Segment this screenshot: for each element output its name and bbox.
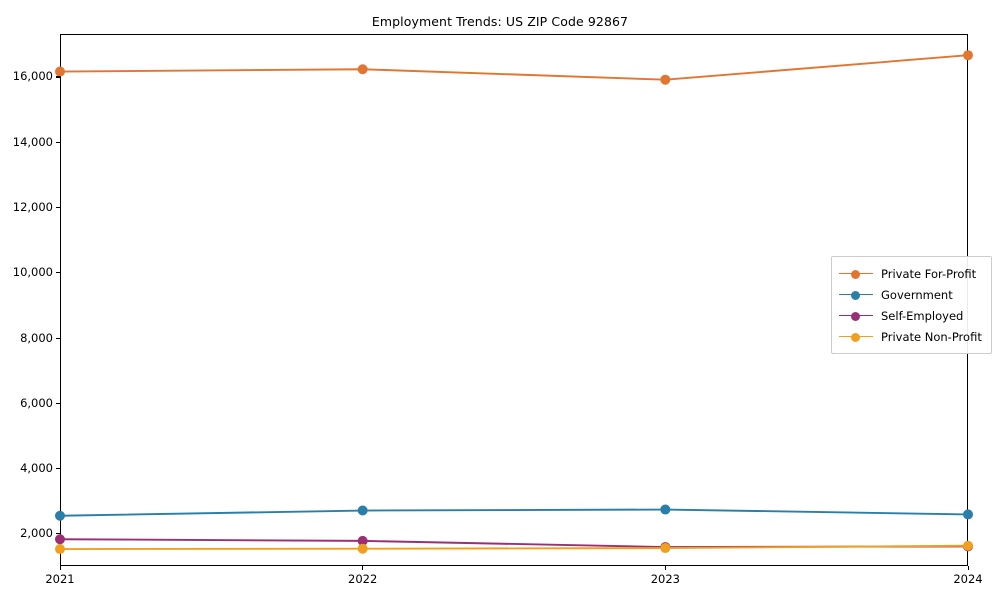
legend-item[interactable]: Private Non-Profit xyxy=(839,326,982,347)
y-tick-mark xyxy=(56,402,60,404)
series-government xyxy=(55,504,973,521)
chart-title: Employment Trends: US ZIP Code 92867 xyxy=(371,14,629,29)
y-tick-mark xyxy=(56,76,60,78)
legend-item-label: Self-Employed xyxy=(881,308,964,323)
data-point xyxy=(55,66,65,77)
y-axis: 2,000 4,000 6,000 8,000 10,000 12,000 14,000 16… xyxy=(0,0,53,600)
legend-item[interactable]: Private For-Profit xyxy=(839,263,982,284)
y-tick-label: 6,000 xyxy=(20,395,53,410)
data-point xyxy=(660,74,671,85)
x-tick-mark xyxy=(664,566,666,570)
series-line xyxy=(59,508,969,517)
data-point xyxy=(357,535,368,546)
y-tick-label: 12,000 xyxy=(12,199,53,214)
legend-item-label: Government xyxy=(881,287,953,302)
data-point xyxy=(963,540,973,551)
data-point xyxy=(55,544,65,555)
series-line xyxy=(59,544,969,550)
y-tick-label: 10,000 xyxy=(12,265,53,280)
data-point xyxy=(357,543,368,554)
y-tick-mark xyxy=(56,141,60,143)
data-point xyxy=(660,543,671,554)
chart-legend: Private For-Profit Government Self-Employe… xyxy=(831,256,992,354)
data-point xyxy=(963,50,973,61)
y-tick-mark xyxy=(56,533,60,535)
series-layer xyxy=(55,50,973,555)
series-private-non-profit xyxy=(55,540,973,555)
x-tick-mark xyxy=(967,566,969,570)
legend-swatch-icon xyxy=(839,330,873,344)
x-tick-mark xyxy=(362,566,364,570)
legend-swatch-icon xyxy=(839,288,873,302)
y-tick-label: 2,000 xyxy=(20,526,53,541)
legend-item[interactable]: Self-Employed xyxy=(839,305,982,326)
data-point xyxy=(660,504,671,515)
y-tick-mark xyxy=(56,272,60,274)
data-point xyxy=(963,509,973,520)
y-tick-label: 8,000 xyxy=(20,330,53,345)
series-private-for-profit xyxy=(55,50,973,85)
y-tick-label: 4,000 xyxy=(20,461,53,476)
legend-swatch-icon xyxy=(839,309,873,323)
y-tick-label: 16,000 xyxy=(12,69,53,84)
y-tick-label: 14,000 xyxy=(12,134,53,149)
data-point xyxy=(357,64,368,75)
legend-item-label: Private Non-Profit xyxy=(881,329,982,344)
x-tick-mark xyxy=(59,566,61,570)
x-tick-label: 2021 xyxy=(45,572,75,586)
data-point xyxy=(55,510,65,521)
legend-swatch-icon xyxy=(839,267,873,281)
legend-item[interactable]: Government xyxy=(839,284,982,305)
series-line xyxy=(59,54,969,81)
y-tick-mark xyxy=(56,468,60,470)
x-tick-label: 2024 xyxy=(953,572,983,586)
y-tick-mark xyxy=(56,206,60,209)
legend-item-label: Private For-Profit xyxy=(881,266,977,281)
data-point xyxy=(357,505,368,516)
x-tick-label: 2023 xyxy=(650,572,680,586)
data-point xyxy=(55,534,65,545)
x-tick-label: 2022 xyxy=(348,572,378,586)
y-tick-mark xyxy=(56,337,60,339)
